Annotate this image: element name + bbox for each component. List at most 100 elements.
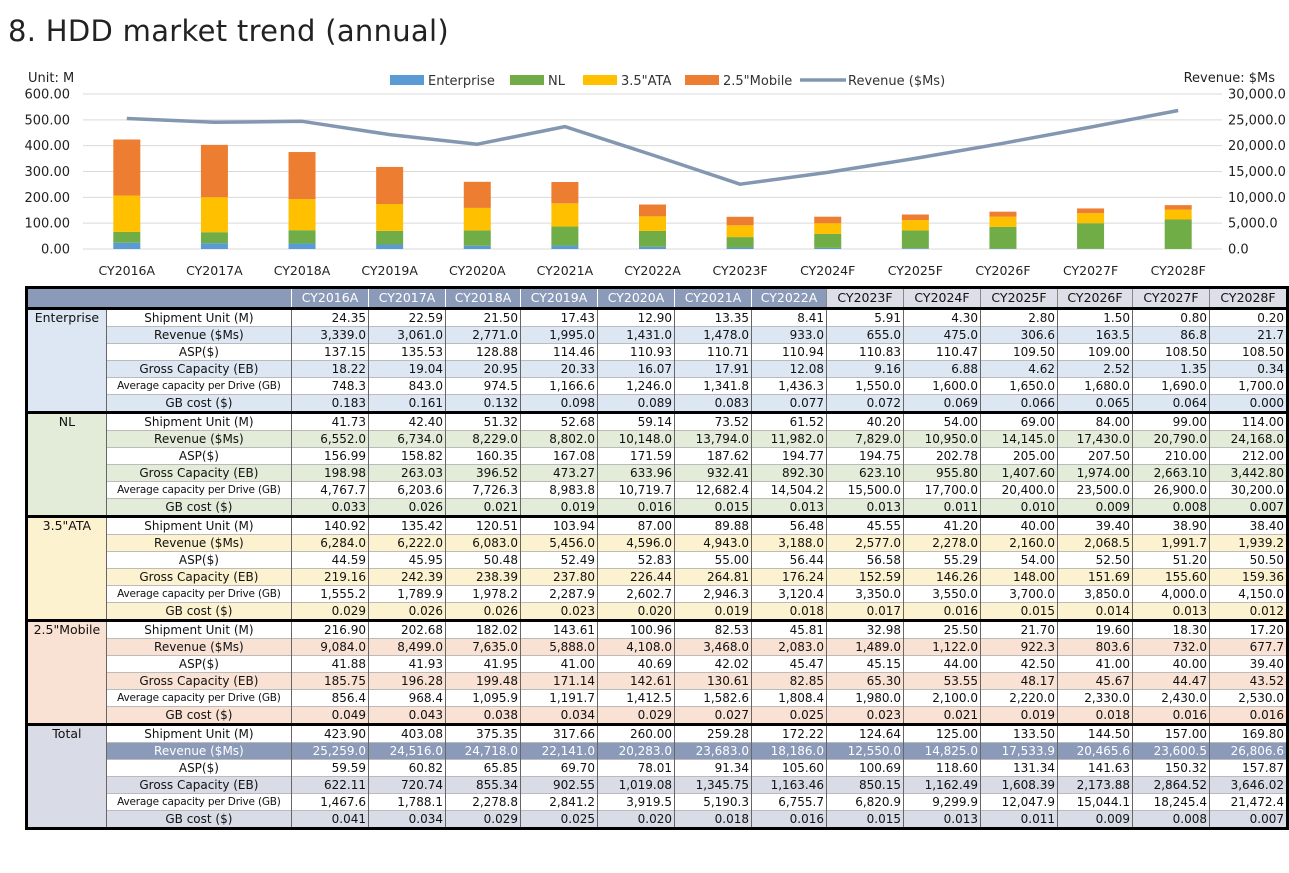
value-cell: 40.69	[597, 655, 675, 673]
value-cell: 6,552.0	[291, 430, 369, 448]
value-cell: 5,190.3	[674, 793, 752, 811]
y-right-tick-label: 10,000.0	[1228, 191, 1286, 206]
value-cell: 1,980.0	[826, 689, 904, 707]
bar-segment	[639, 230, 666, 247]
value-cell: 968.4	[368, 689, 446, 707]
value-cell: 6,284.0	[291, 534, 369, 552]
metric-label: GB cost ($)	[105, 602, 292, 621]
value-cell: 196.28	[368, 672, 446, 690]
x-tick-label: CY2026F	[975, 263, 1030, 278]
bar-segment	[726, 216, 754, 226]
value-cell: 263.03	[368, 464, 446, 482]
value-cell: 32.98	[826, 619, 904, 639]
bar-segment	[288, 152, 316, 200]
bar-segment	[1077, 208, 1105, 214]
value-cell: 86.8	[1132, 326, 1210, 344]
value-cell: 1,467.6	[291, 793, 369, 811]
value-cell: 151.69	[1057, 568, 1133, 586]
y-left-tick-label: 600.00	[25, 88, 71, 103]
value-cell: 0.015	[980, 602, 1058, 621]
value-cell: 55.29	[903, 551, 981, 569]
value-cell: 0.007	[1209, 498, 1288, 517]
value-cell: 99.00	[1132, 411, 1210, 431]
value-cell: 0.043	[368, 706, 446, 725]
value-cell: 4,150.0	[1209, 585, 1288, 603]
bar-segment	[376, 230, 404, 245]
value-cell: 633.96	[597, 464, 675, 482]
table-row: GB cost ($) 0.041 0.034 0.029 0.025 0.020 0.01…	[27, 810, 1288, 829]
table-row: Enterprise Shipment Unit (M) 24.35 22.59 21.…	[26, 307, 1288, 413]
year-header: CY2023F	[826, 287, 904, 309]
value-cell: 3,442.80	[1209, 464, 1288, 482]
bar-segment	[288, 230, 316, 244]
value-cell: 260.00	[597, 723, 675, 743]
table-row: ASP($) 137.15 135.53 128.88 114.46 110.93 110.…	[27, 343, 1288, 361]
value-cell: 2,068.5	[1057, 534, 1133, 552]
value-cell: 38.40	[1209, 515, 1288, 535]
value-cell: 3,350.0	[826, 585, 904, 603]
bar-segment	[463, 181, 491, 208]
value-cell: 198.98	[291, 464, 369, 482]
value-cell: 0.077	[751, 394, 827, 413]
value-cell: 51.20	[1132, 551, 1210, 569]
value-cell: 12,047.9	[980, 793, 1058, 811]
bar-segment	[901, 220, 929, 231]
value-cell: 212.00	[1209, 447, 1288, 465]
value-cell: 1,163.46	[751, 776, 827, 794]
value-cell: 108.50	[1209, 343, 1288, 361]
section-label: Enterprise	[26, 307, 107, 413]
value-cell: 171.14	[520, 672, 598, 690]
table-row: Gross Capacity (EB) 18.22 19.04 20.95 20.33 1…	[27, 360, 1288, 378]
value-cell: 2,771.0	[445, 326, 521, 344]
bar-segment	[551, 182, 579, 204]
value-cell: 125.00	[903, 723, 981, 743]
value-cell: 1,431.0	[597, 326, 675, 344]
value-cell: 118.60	[903, 759, 981, 777]
bar-segment	[376, 166, 404, 205]
bar-segment	[113, 139, 141, 196]
value-cell: 2,100.0	[903, 689, 981, 707]
value-cell: 41.88	[291, 655, 369, 673]
value-cell: 0.034	[368, 810, 446, 829]
value-cell: 22,141.0	[520, 742, 598, 760]
value-cell: 3,061.0	[368, 326, 446, 344]
table-row: Gross Capacity (EB) 622.11 720.74 855.34 902…	[27, 776, 1288, 794]
value-cell: 0.018	[751, 602, 827, 621]
value-cell: 13,794.0	[674, 430, 752, 448]
value-cell: 1,978.2	[445, 585, 521, 603]
table-row: Revenue ($Ms) 9,084.0 8,499.0 7,635.0 5,888.…	[27, 638, 1288, 656]
table-header-row: CY2016A CY2017A CY2018A CY2019A CY2020A CY202…	[26, 287, 1288, 309]
value-cell: 6,734.0	[368, 430, 446, 448]
value-cell: 0.021	[903, 706, 981, 725]
value-cell: 0.021	[445, 498, 521, 517]
value-cell: 19.60	[1057, 619, 1133, 639]
value-cell: 17.91	[674, 360, 752, 378]
table-row: Average capacity per Drive (GB) 1,467.6 1,…	[27, 793, 1288, 811]
value-cell: 20,400.0	[980, 481, 1058, 499]
value-cell: 242.39	[368, 568, 446, 586]
value-cell: 202.78	[903, 447, 981, 465]
value-cell: 7,829.0	[826, 430, 904, 448]
value-cell: 0.34	[1209, 360, 1288, 378]
bar-segment	[1164, 205, 1192, 210]
value-cell: 172.22	[751, 723, 827, 743]
value-cell: 0.018	[1057, 706, 1133, 725]
value-cell: 4,596.0	[597, 534, 675, 552]
value-cell: 0.034	[520, 706, 598, 725]
value-cell: 0.008	[1132, 498, 1210, 517]
value-cell: 1,341.8	[674, 377, 752, 395]
value-cell: 1,246.0	[597, 377, 675, 395]
metric-label: ASP($)	[105, 655, 292, 673]
value-cell: 1,478.0	[674, 326, 752, 344]
header-blank-cell	[26, 287, 292, 309]
value-cell: 54.00	[980, 551, 1058, 569]
table-row: Gross Capacity (EB) 198.98 263.03 396.52 473…	[27, 464, 1288, 482]
bar-segment	[551, 203, 579, 227]
bar-segment	[463, 245, 491, 249]
value-cell: 6,083.0	[445, 534, 521, 552]
year-header: CY2026F	[1057, 287, 1133, 309]
y-right-tick-label: 30,000.0	[1228, 88, 1286, 103]
table-row: GB cost ($) 0.183 0.161 0.132 0.098 0.089 0.08…	[27, 394, 1288, 413]
value-cell: 20.95	[445, 360, 521, 378]
value-cell: 4,000.0	[1132, 585, 1210, 603]
